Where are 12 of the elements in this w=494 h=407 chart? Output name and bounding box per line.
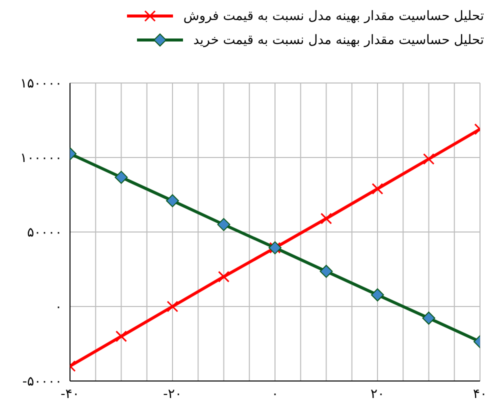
y-tick-label: ۱۰۰۰۰۰: [20, 151, 62, 166]
y-tick-label: ۰: [55, 300, 62, 316]
x-tick-label: ۲۰: [370, 387, 384, 402]
x-tick-label: -۴۰: [60, 387, 80, 402]
y-tick-label: ۱۵۰۰۰۰: [20, 76, 62, 92]
x-tick-label: ۰: [272, 387, 278, 402]
x-tick-label: ۴۰: [473, 387, 487, 402]
x-tick-label: -۲۰: [163, 387, 182, 402]
legend-label: تحلیل حساسیت مقدار بهینه مدل نسبت به قیمت فروش: [183, 8, 484, 24]
legend-label: تحلیل حساسیت مقدار بهینه مدل نسبت به قیمت خرید: [193, 32, 484, 48]
y-tick-label: ۵۰۰۰۰: [27, 226, 62, 241]
y-tick-label: -۵۰۰۰۰: [22, 374, 62, 390]
